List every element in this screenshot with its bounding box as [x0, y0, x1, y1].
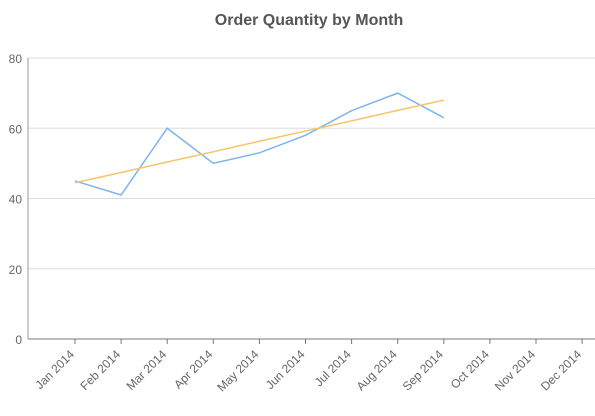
- x-tick-label: Mar 2014: [124, 347, 170, 393]
- x-tick-label: Nov 2014: [492, 347, 538, 393]
- x-tick-label: Feb 2014: [77, 347, 123, 393]
- x-tick-label: Apr 2014: [171, 347, 216, 392]
- chart-title: Order Quantity by Month: [215, 12, 403, 29]
- x-tick-label: Dec 2014: [538, 347, 584, 393]
- y-tick-label: 0: [15, 333, 22, 347]
- x-tick-label: Sep 2014: [400, 347, 446, 393]
- y-tick-label: 80: [9, 52, 23, 66]
- x-tick-label: Oct 2014: [448, 347, 493, 392]
- x-tick-label: Aug 2014: [354, 347, 400, 393]
- series-line: [74, 92, 445, 196]
- y-tick-label: 20: [9, 263, 23, 277]
- x-tick-label: Jan 2014: [32, 347, 77, 392]
- x-tick-label: Jun 2014: [263, 347, 308, 392]
- y-tick-label: 60: [9, 122, 23, 136]
- series-line: [74, 99, 444, 184]
- x-tick-label: May 2014: [214, 347, 261, 394]
- y-tick-label: 40: [9, 193, 23, 207]
- x-tick-label: Jul 2014: [312, 347, 354, 389]
